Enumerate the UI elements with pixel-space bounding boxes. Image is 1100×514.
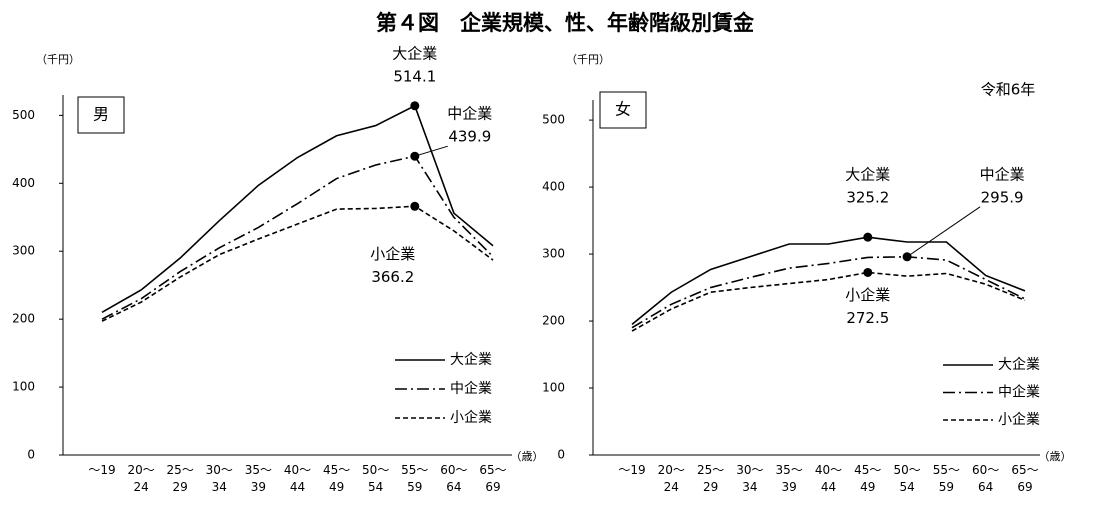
legend-label: 中企業	[998, 384, 1040, 401]
y-tick-label: 200	[12, 312, 35, 326]
x-tick-label: 25～ 29	[696, 463, 725, 494]
x-tick-label: 40～ 44	[283, 463, 312, 494]
y-tick-label: 100	[542, 381, 565, 395]
x-tick-label: 40～ 44	[814, 463, 843, 494]
data-label: 295.9	[981, 188, 1024, 206]
x-tick-label: 60～ 64	[972, 463, 1000, 494]
chart-title: 第４図 企業規模、性、年齢階級別賃金	[376, 11, 755, 35]
annotation-name: 小企業	[845, 286, 890, 304]
x-unit: （歳）	[511, 450, 544, 463]
annotation-name: 大企業	[392, 44, 437, 62]
y-tick-label: 500	[542, 113, 565, 127]
note: 令和6年	[981, 81, 1036, 99]
series-line	[631, 256, 1026, 329]
panel-box	[599, 91, 647, 129]
legend-label: 大企業	[998, 356, 1040, 373]
legend-label: 小企業	[998, 411, 1040, 428]
data-label: 272.5	[846, 309, 889, 327]
x-tick-label: 30～ 34	[205, 463, 233, 494]
annotation-name: 小企業	[370, 245, 415, 263]
legend-label: 小企業	[450, 409, 492, 426]
y-tick-label: 400	[12, 176, 35, 190]
panel-box	[77, 96, 125, 134]
x-tick-label: 35～ 39	[775, 463, 803, 494]
y-tick-label: 500	[12, 108, 35, 122]
x-tick-label: 60～ 64	[440, 463, 468, 494]
y-tick-label: 0	[557, 448, 565, 462]
y-tick-label: 300	[12, 244, 35, 258]
data-label: 514.1	[393, 67, 436, 85]
x-tick-label: 20～ 24	[127, 463, 155, 494]
data-label: 366.2	[371, 268, 414, 286]
x-tick-label: ～19	[88, 463, 116, 477]
annotation-name: 中企業	[980, 165, 1025, 183]
y-tick-label: 100	[12, 380, 35, 394]
leader-line	[906, 206, 981, 258]
panel-label: 男	[93, 105, 109, 124]
y-tick-label: 300	[542, 247, 565, 261]
highlight-point	[863, 232, 873, 242]
x-tick-label: 25～ 29	[166, 463, 194, 494]
leader-line	[414, 145, 448, 157]
data-label: 439.9	[448, 128, 491, 146]
annotation-name: 中企業	[447, 105, 492, 123]
x-tick-label: 30～ 34	[736, 463, 764, 494]
x-tick-label: 50～ 54	[362, 463, 390, 494]
x-tick-label: 55～ 59	[401, 463, 429, 494]
x-tick-label: 50～ 54	[893, 463, 921, 494]
legend-label: 中企業	[450, 380, 492, 397]
y-tick-label: 0	[27, 448, 35, 462]
x-tick-label: 65～ 69	[479, 463, 507, 494]
highlight-point	[863, 267, 873, 277]
x-tick-label: 45～ 49	[854, 463, 882, 494]
annotation-name: 大企業	[845, 166, 890, 184]
x-tick-label: 45～ 49	[322, 463, 351, 494]
data-label: 325.2	[846, 189, 889, 207]
y-unit: （千円）	[566, 53, 610, 66]
panel-label: 女	[615, 100, 631, 119]
series-line	[631, 271, 1026, 332]
x-unit: （歳）	[1039, 450, 1072, 463]
x-tick-label: 20～ 24	[657, 463, 685, 494]
legend-label: 大企業	[450, 351, 492, 368]
x-tick-label: 55～ 59	[932, 463, 961, 494]
y-unit: （千円）	[36, 53, 80, 66]
y-tick-label: 400	[542, 180, 565, 194]
x-tick-label: 65～ 69	[1011, 463, 1039, 494]
x-tick-label: 35～ 39	[244, 463, 273, 494]
highlight-point	[410, 101, 420, 111]
y-tick-label: 200	[542, 314, 565, 328]
series-line	[101, 155, 494, 320]
highlight-point	[410, 201, 420, 211]
x-tick-label: ～19	[618, 463, 646, 477]
series-line	[101, 104, 494, 314]
series-line	[631, 236, 1026, 326]
series-line	[101, 205, 494, 322]
